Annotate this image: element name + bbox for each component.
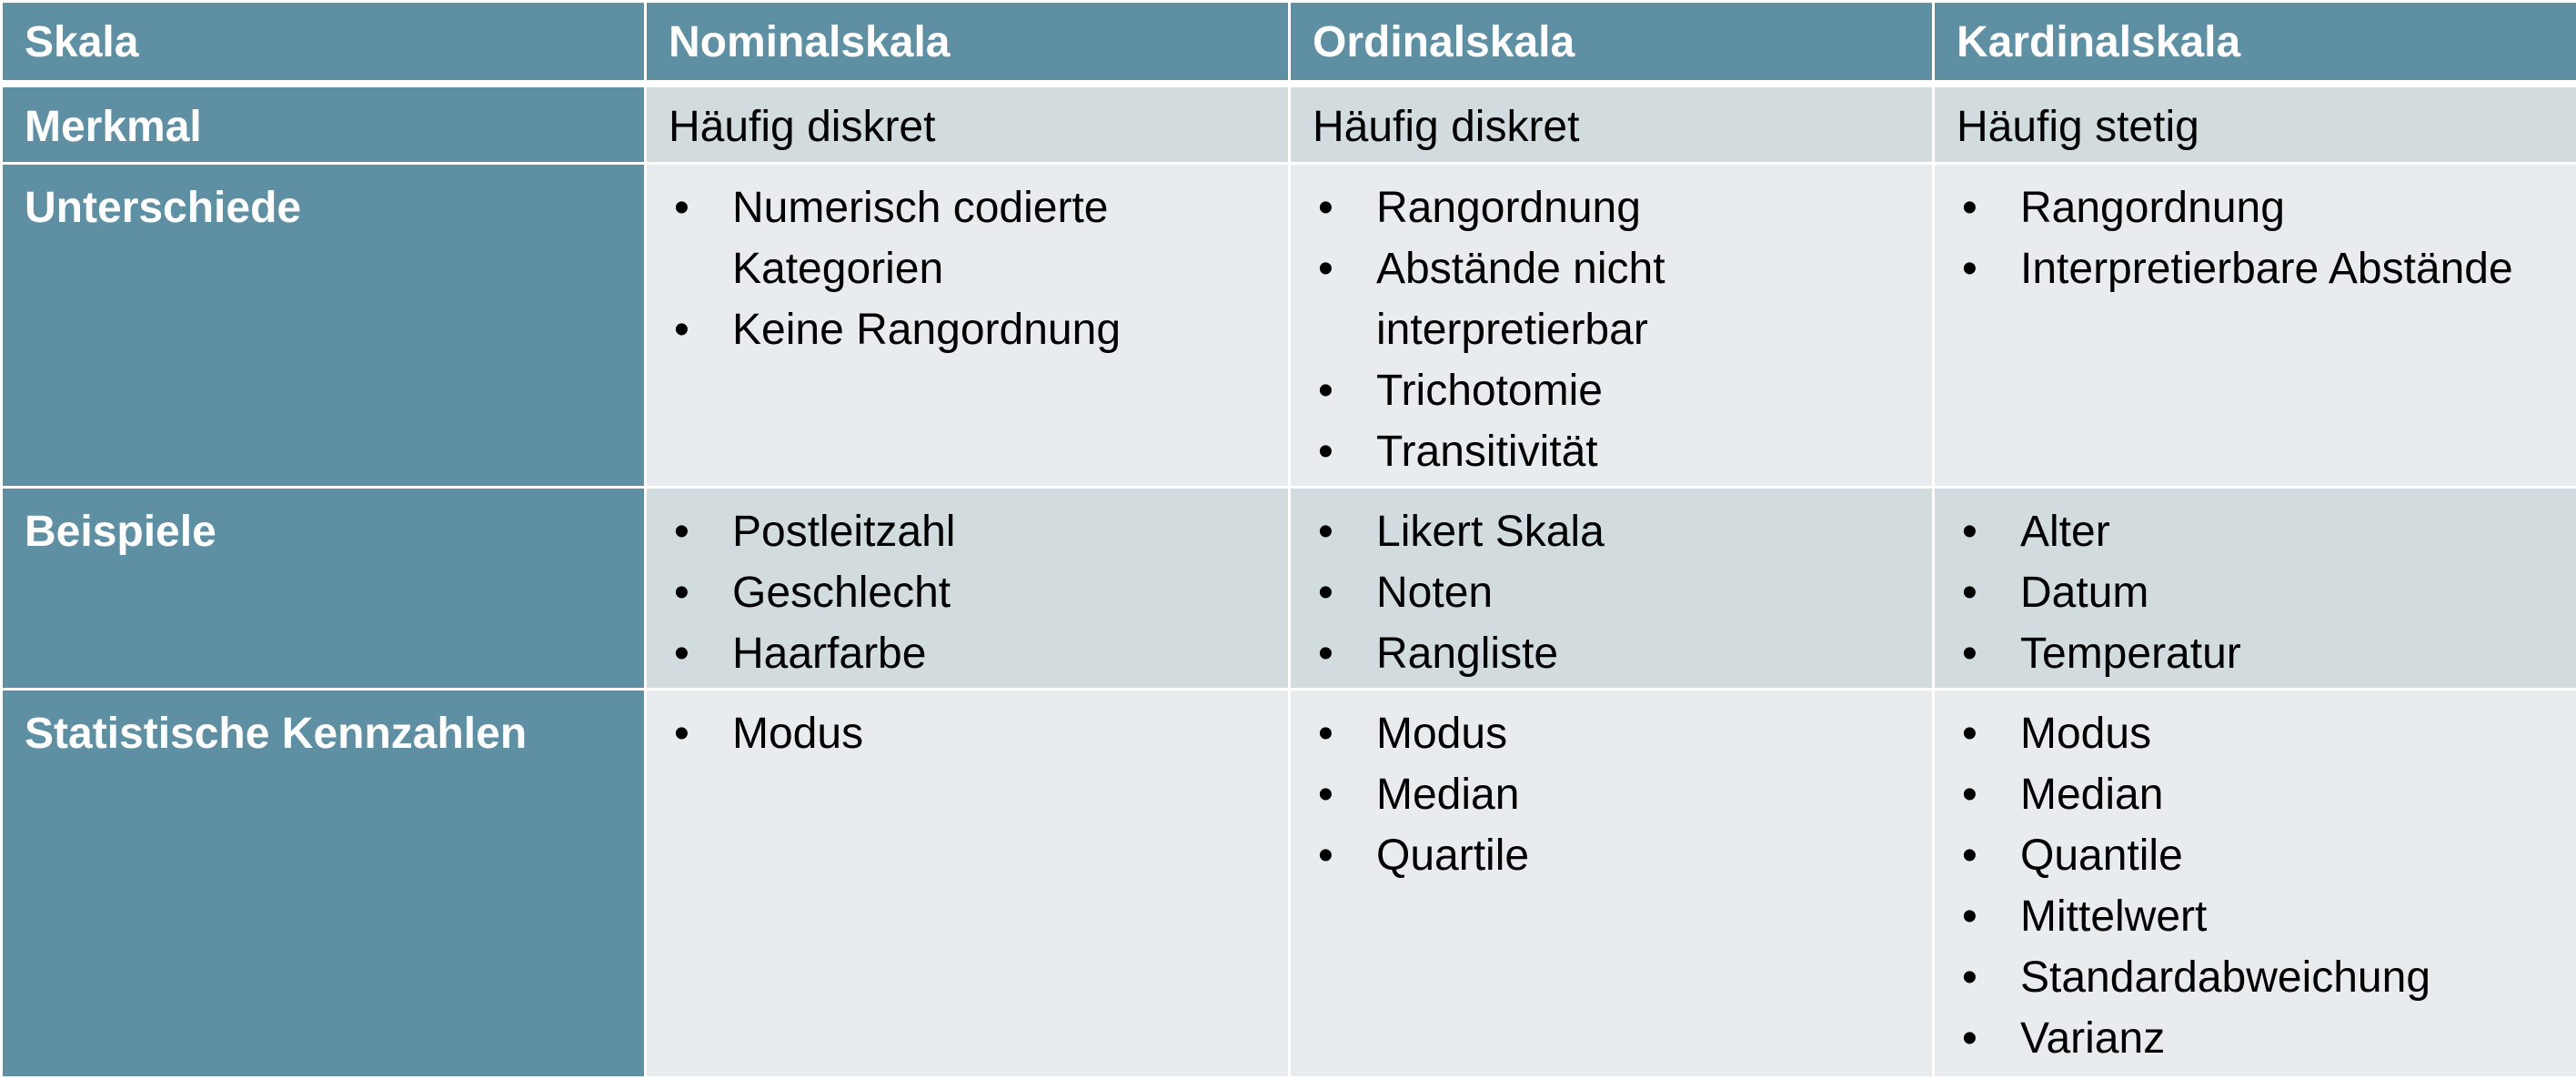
list-item: Alter [1957, 501, 2558, 562]
bullet-list: ModusMedianQuantileMittelwertStandardabw… [1957, 703, 2558, 1069]
table-cell: Modus [644, 688, 1291, 1079]
bullet-list: Modus [669, 703, 1270, 764]
list-item: Modus [669, 703, 1270, 764]
list-item: Noten [1313, 562, 1914, 623]
table-cell: RangordnungAbstände nicht interpretierba… [1288, 162, 1935, 489]
list-item: Rangordnung [1313, 177, 1914, 238]
table-row-beispiele: Beispiele PostleitzahlGeschlechtHaarfarb… [0, 486, 2576, 691]
header-cell-ordinal: Ordinalskala [1288, 0, 1935, 87]
bullet-list: Numerisch codierte KategorienKeine Rango… [669, 177, 1270, 360]
row-label: Unterschiede [0, 162, 647, 489]
table-cell: Häufig diskret [644, 82, 1291, 165]
bullet-list: RangordnungInterpretierbare Abstände [1957, 177, 2558, 299]
table-cell: Likert SkalaNotenRangliste [1288, 486, 1935, 691]
header-cell-kardinal: Kardinalskala [1932, 0, 2576, 87]
row-label: Beispiele [0, 486, 647, 691]
bullet-list: Likert SkalaNotenRangliste [1313, 501, 1914, 684]
bullet-list: PostleitzahlGeschlechtHaarfarbe [669, 501, 1270, 684]
list-item: Likert Skala [1313, 501, 1914, 562]
list-item: Temperatur [1957, 623, 2558, 684]
table-row-merkmal: Merkmal Häufig diskret Häufig diskret Hä… [0, 82, 2576, 165]
bullet-list: RangordnungAbstände nicht interpretierba… [1313, 177, 1914, 482]
list-item: Standardabweichung [1957, 947, 2558, 1008]
header-cell-skala: Skala [0, 0, 647, 87]
list-item: Rangliste [1313, 623, 1914, 684]
list-item: Postleitzahl [669, 501, 1270, 562]
list-item: Transitivität [1313, 421, 1914, 482]
row-label: Merkmal [0, 82, 647, 165]
list-item: Numerisch codierte Kategorien [669, 177, 1270, 299]
list-item: Varianz [1957, 1008, 2558, 1069]
bullet-list: ModusMedianQuartile [1313, 703, 1914, 886]
list-item: Median [1313, 764, 1914, 825]
list-item: Quartile [1313, 825, 1914, 886]
list-item: Modus [1313, 703, 1914, 764]
table-cell: Häufig diskret [1288, 82, 1935, 165]
list-item: Abstände nicht interpretierbar [1313, 238, 1914, 360]
table-row-kennzahlen: Statistische Kennzahlen Modus ModusMedia… [0, 688, 2576, 1079]
table-cell: Häufig stetig [1932, 82, 2576, 165]
list-item: Median [1957, 764, 2558, 825]
table-cell: RangordnungInterpretierbare Abstände [1932, 162, 2576, 489]
table-cell: AlterDatumTemperatur [1932, 486, 2576, 691]
header-row: Skala Nominalskala Ordinalskala Kardinal… [0, 0, 2576, 87]
row-label: Statistische Kennzahlen [0, 688, 647, 1079]
header-cell-nominal: Nominalskala [644, 0, 1291, 87]
list-item: Geschlecht [669, 562, 1270, 623]
list-item: Quantile [1957, 825, 2558, 886]
list-item: Haarfarbe [669, 623, 1270, 684]
list-item: Datum [1957, 562, 2558, 623]
list-item: Trichotomie [1313, 360, 1914, 421]
table-row-unterschiede: Unterschiede Numerisch codierte Kategori… [0, 162, 2576, 489]
table-cell: ModusMedianQuartile [1288, 688, 1935, 1079]
list-item: Keine Rangordnung [669, 299, 1270, 360]
list-item: Rangordnung [1957, 177, 2558, 238]
table-cell: Numerisch codierte KategorienKeine Rango… [644, 162, 1291, 489]
table-cell: PostleitzahlGeschlechtHaarfarbe [644, 486, 1291, 691]
list-item: Interpretierbare Abstände [1957, 238, 2558, 299]
list-item: Modus [1957, 703, 2558, 764]
table-cell: ModusMedianQuantileMittelwertStandardabw… [1932, 688, 2576, 1079]
list-item: Mittelwert [1957, 886, 2558, 947]
bullet-list: AlterDatumTemperatur [1957, 501, 2558, 684]
